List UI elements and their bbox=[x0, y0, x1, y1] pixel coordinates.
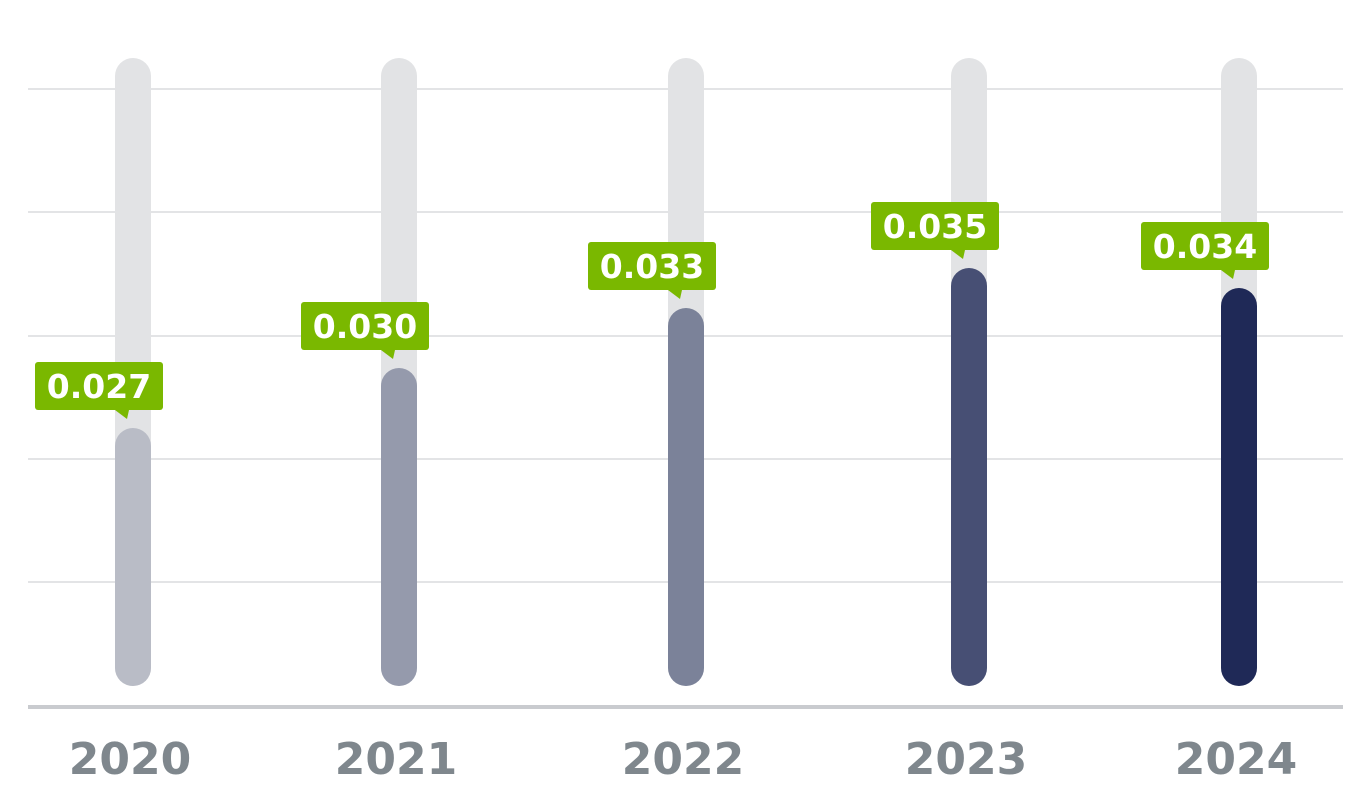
data-label-box bbox=[588, 242, 716, 290]
data-label-box bbox=[1141, 222, 1269, 270]
x-tick-label: 2021 bbox=[335, 734, 457, 785]
data-label-2022: 0.033 bbox=[588, 242, 716, 299]
data-label-pointer bbox=[951, 250, 965, 259]
bar-2020 bbox=[115, 428, 151, 686]
data-label-text: 0.035 bbox=[883, 207, 987, 246]
data-label-pointer bbox=[381, 350, 395, 359]
x-tick-label: 2024 bbox=[1175, 734, 1297, 785]
bar-2023 bbox=[951, 268, 987, 686]
data-label-text: 0.033 bbox=[600, 247, 704, 286]
data-label-2021: 0.030 bbox=[301, 302, 429, 359]
value-labels: 0.027 0.030 0.033 0.035 0.034 bbox=[35, 202, 1269, 419]
data-label-text: 0.030 bbox=[313, 307, 417, 346]
data-label-2020: 0.027 bbox=[35, 362, 163, 419]
bar-2022 bbox=[668, 308, 704, 686]
data-label-pointer bbox=[115, 410, 129, 419]
bar-2021 bbox=[381, 368, 417, 686]
x-tick-label: 2023 bbox=[905, 734, 1027, 785]
data-label-pointer bbox=[1221, 270, 1235, 279]
x-axis-tick-labels: 2020 2021 2022 2023 2024 bbox=[69, 734, 1297, 785]
bars bbox=[115, 268, 1257, 686]
data-label-text: 0.034 bbox=[1153, 227, 1257, 266]
bar-2024 bbox=[1221, 288, 1257, 686]
x-tick-label: 2020 bbox=[69, 734, 191, 785]
data-label-box bbox=[35, 362, 163, 410]
data-label-2024: 0.034 bbox=[1141, 222, 1269, 279]
x-tick-label: 2022 bbox=[622, 734, 744, 785]
data-label-pointer bbox=[668, 290, 682, 299]
data-label-box bbox=[871, 202, 999, 250]
data-label-2023: 0.035 bbox=[871, 202, 999, 259]
data-label-text: 0.027 bbox=[47, 367, 151, 406]
data-label-box bbox=[301, 302, 429, 350]
